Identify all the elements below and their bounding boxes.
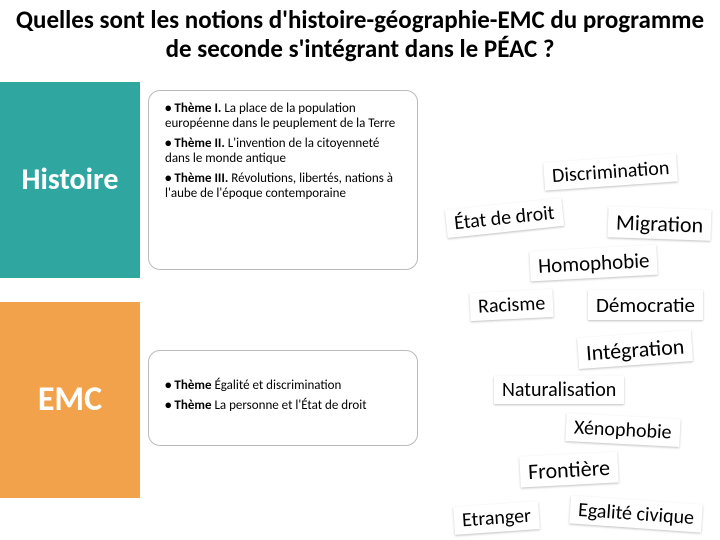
- wordcloud-word: Intégration: [577, 330, 693, 369]
- wordcloud-word: Démocratie: [588, 290, 703, 320]
- histoire-themes-box: Thème I. La place de la population europ…: [148, 90, 418, 270]
- list-item: Thème Égalité et discrimination: [165, 378, 405, 394]
- wordcloud-word: Homophobie: [529, 244, 658, 281]
- page-title: Quelles sont les notions d'histoire-géog…: [0, 0, 720, 68]
- wordcloud-word: Xénophobie: [565, 413, 680, 447]
- wordcloud-word: Discrimination: [543, 153, 678, 190]
- list-item: Thème III. Révolutions, libertés, nation…: [165, 171, 405, 202]
- wordcloud-word: Migration: [607, 206, 711, 241]
- label-histoire: Histoire: [0, 82, 140, 278]
- label-emc: EMC: [0, 302, 140, 498]
- wordcloud-word: État de droit: [445, 197, 564, 237]
- panel-emc: EMC Thème Égalité et discrimination Thèm…: [0, 302, 430, 498]
- emc-themes-box: Thème Égalité et discrimination Thème La…: [148, 350, 418, 446]
- list-item: Thème I. La place de la population europ…: [165, 101, 405, 132]
- wordcloud-word: Etranger: [453, 501, 540, 535]
- wordcloud-word: Naturalisation: [494, 376, 624, 404]
- wordcloud-word: Egalité civique: [569, 495, 703, 532]
- list-item: Thème La personne et l'État de droit: [165, 398, 405, 414]
- list-item: Thème II. L'invention de la citoyenneté …: [165, 136, 405, 167]
- content-area: Histoire Thème I. La place de la populat…: [0, 68, 720, 538]
- wordcloud-word: Frontière: [519, 451, 618, 487]
- panel-histoire: Histoire Thème I. La place de la populat…: [0, 82, 430, 278]
- wordcloud-word: Racisme: [469, 288, 554, 320]
